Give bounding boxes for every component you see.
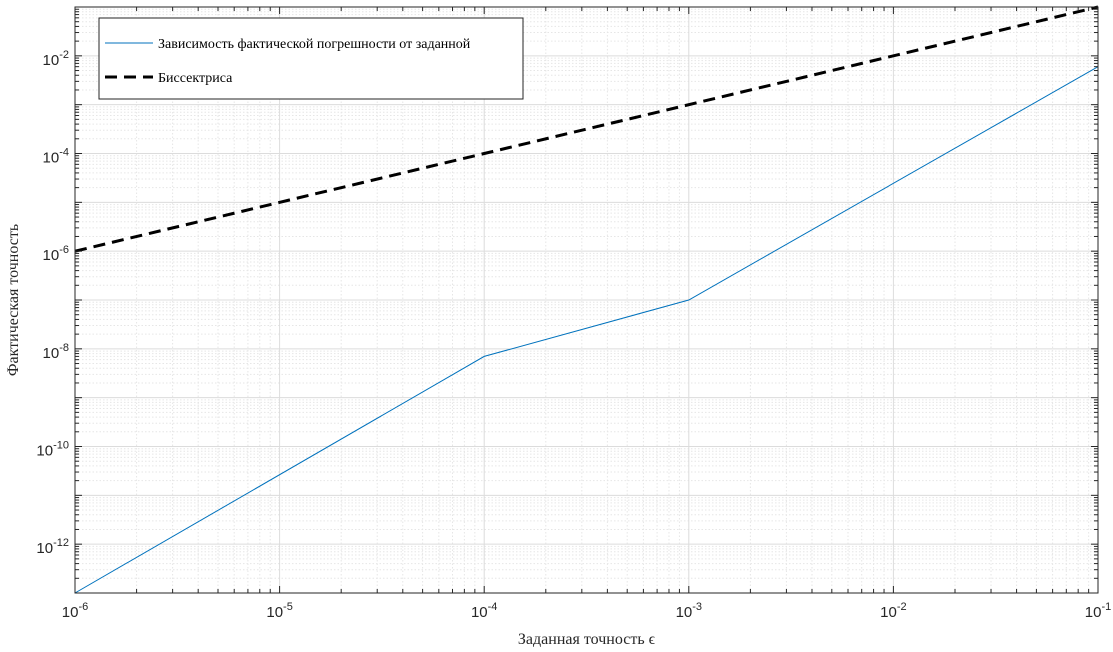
x-tick-label: 10-6 (62, 601, 88, 621)
y-tick-label: 10-10 (36, 440, 69, 460)
y-tick-label: 10-6 (43, 244, 69, 264)
y-axis-label: Фактическая точность (5, 224, 22, 376)
legend-entry-series-1: Зависимость фактической погрешности от з… (158, 37, 471, 52)
x-tick-labels: 10-6 10-5 10-4 10-3 10-2 10-1 (62, 601, 1111, 621)
y-tick-label: 10-12 (36, 537, 69, 557)
legend-box (98, 17, 524, 100)
y-tick-label: 10-8 (43, 342, 69, 362)
x-axis-label: Заданная точность ϵ (518, 631, 656, 648)
series-line-1 (74, 66, 1099, 594)
x-tick-label: 10-4 (471, 601, 497, 621)
y-tick-labels: 10-12 10-10 10-8 10-6 10-4 10-2 (36, 49, 69, 557)
x-tick-label: 10-3 (676, 601, 702, 621)
legend: Зависимость фактической погрешности от з… (98, 17, 524, 100)
axis-ticks (74, 6, 1099, 594)
series-layer (74, 5, 1099, 594)
legend-entry-series-2: Биссектриса (158, 71, 233, 86)
x-tick-label: 10-5 (266, 601, 292, 621)
minor-grid (75, 7, 1098, 593)
y-tick-label: 10-4 (43, 147, 69, 167)
x-tick-label: 10-2 (880, 601, 906, 621)
series-line-2 (74, 5, 1099, 253)
x-tick-label: 10-1 (1085, 601, 1111, 621)
y-tick-label: 10-2 (43, 49, 69, 69)
